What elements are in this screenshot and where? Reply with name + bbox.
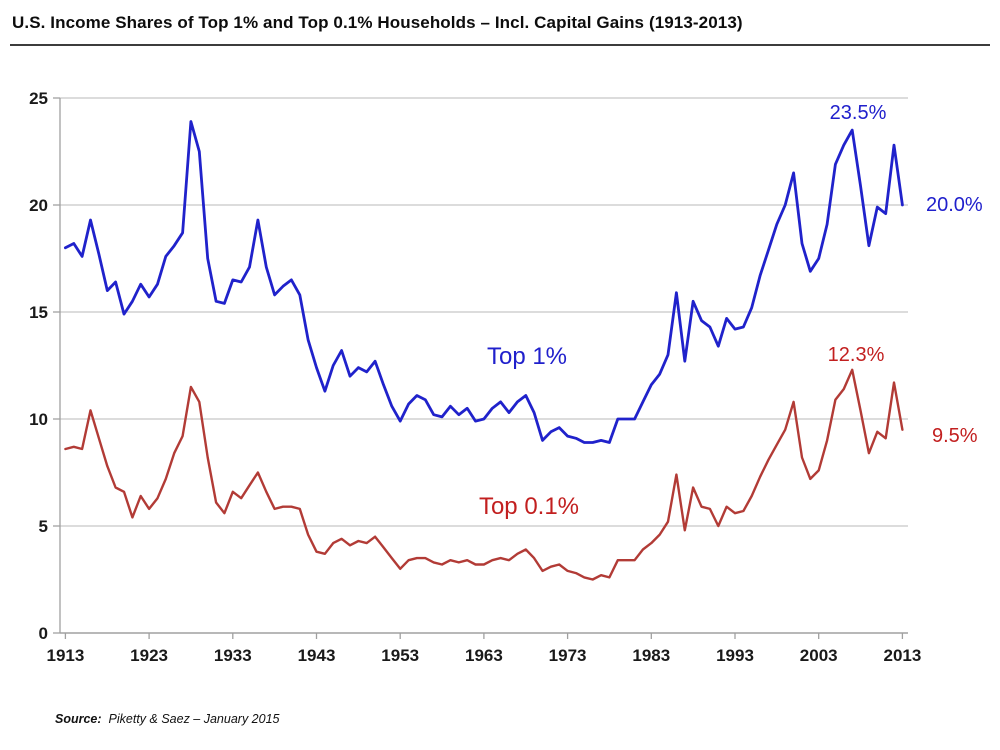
annotation-top01-peak-value: 12.3%	[828, 344, 885, 366]
y-tick-label-0: 0	[39, 624, 48, 643]
x-tick-label-2003: 2003	[800, 646, 838, 665]
chart-ticklabel-group: 0 5 10 15 20 25 1913 1923 1933 1943 1953 1963 1973 19…	[29, 89, 921, 665]
y-tick-label-20: 20	[29, 196, 48, 215]
x-tick-label-1943: 1943	[298, 646, 336, 665]
y-tick-label-10: 10	[29, 410, 48, 429]
line-top01-series	[64, 368, 904, 581]
source-note: Source: Piketty & Saez – January 2015	[55, 712, 279, 726]
x-tick-label-1993: 1993	[716, 646, 754, 665]
y-tick-label-5: 5	[39, 517, 48, 536]
x-tick-label-1963: 1963	[465, 646, 503, 665]
chart-axis-group	[53, 97, 908, 639]
annotation-top1-end-value: 20.0%	[926, 194, 983, 216]
x-tick-label-1973: 1973	[549, 646, 587, 665]
x-tick-label-2013: 2013	[883, 646, 921, 665]
annotation-top01-series-label: Top 0.1%	[479, 493, 579, 520]
x-tick-label-1923: 1923	[130, 646, 168, 665]
source-label: Source:	[55, 712, 102, 726]
y-tick-label-25: 25	[29, 89, 48, 108]
x-tick-label-1933: 1933	[214, 646, 252, 665]
source-text: Piketty & Saez – January 2015	[108, 712, 280, 726]
chart-series-group	[64, 120, 904, 581]
x-tick-label-1953: 1953	[381, 646, 419, 665]
title-underline	[10, 44, 990, 46]
line-top1-series	[64, 120, 904, 444]
page-title: U.S. Income Shares of Top 1% and Top 0.1…	[12, 13, 743, 32]
x-tick-label-1913: 1913	[46, 646, 84, 665]
y-tick-label-15: 15	[29, 303, 48, 322]
x-tick-label-1983: 1983	[632, 646, 670, 665]
annotation-top1-peak-value: 23.5%	[830, 102, 887, 124]
annotation-top01-end-value: 9.5%	[932, 425, 978, 447]
annotation-top1-series-label: Top 1%	[487, 343, 567, 370]
